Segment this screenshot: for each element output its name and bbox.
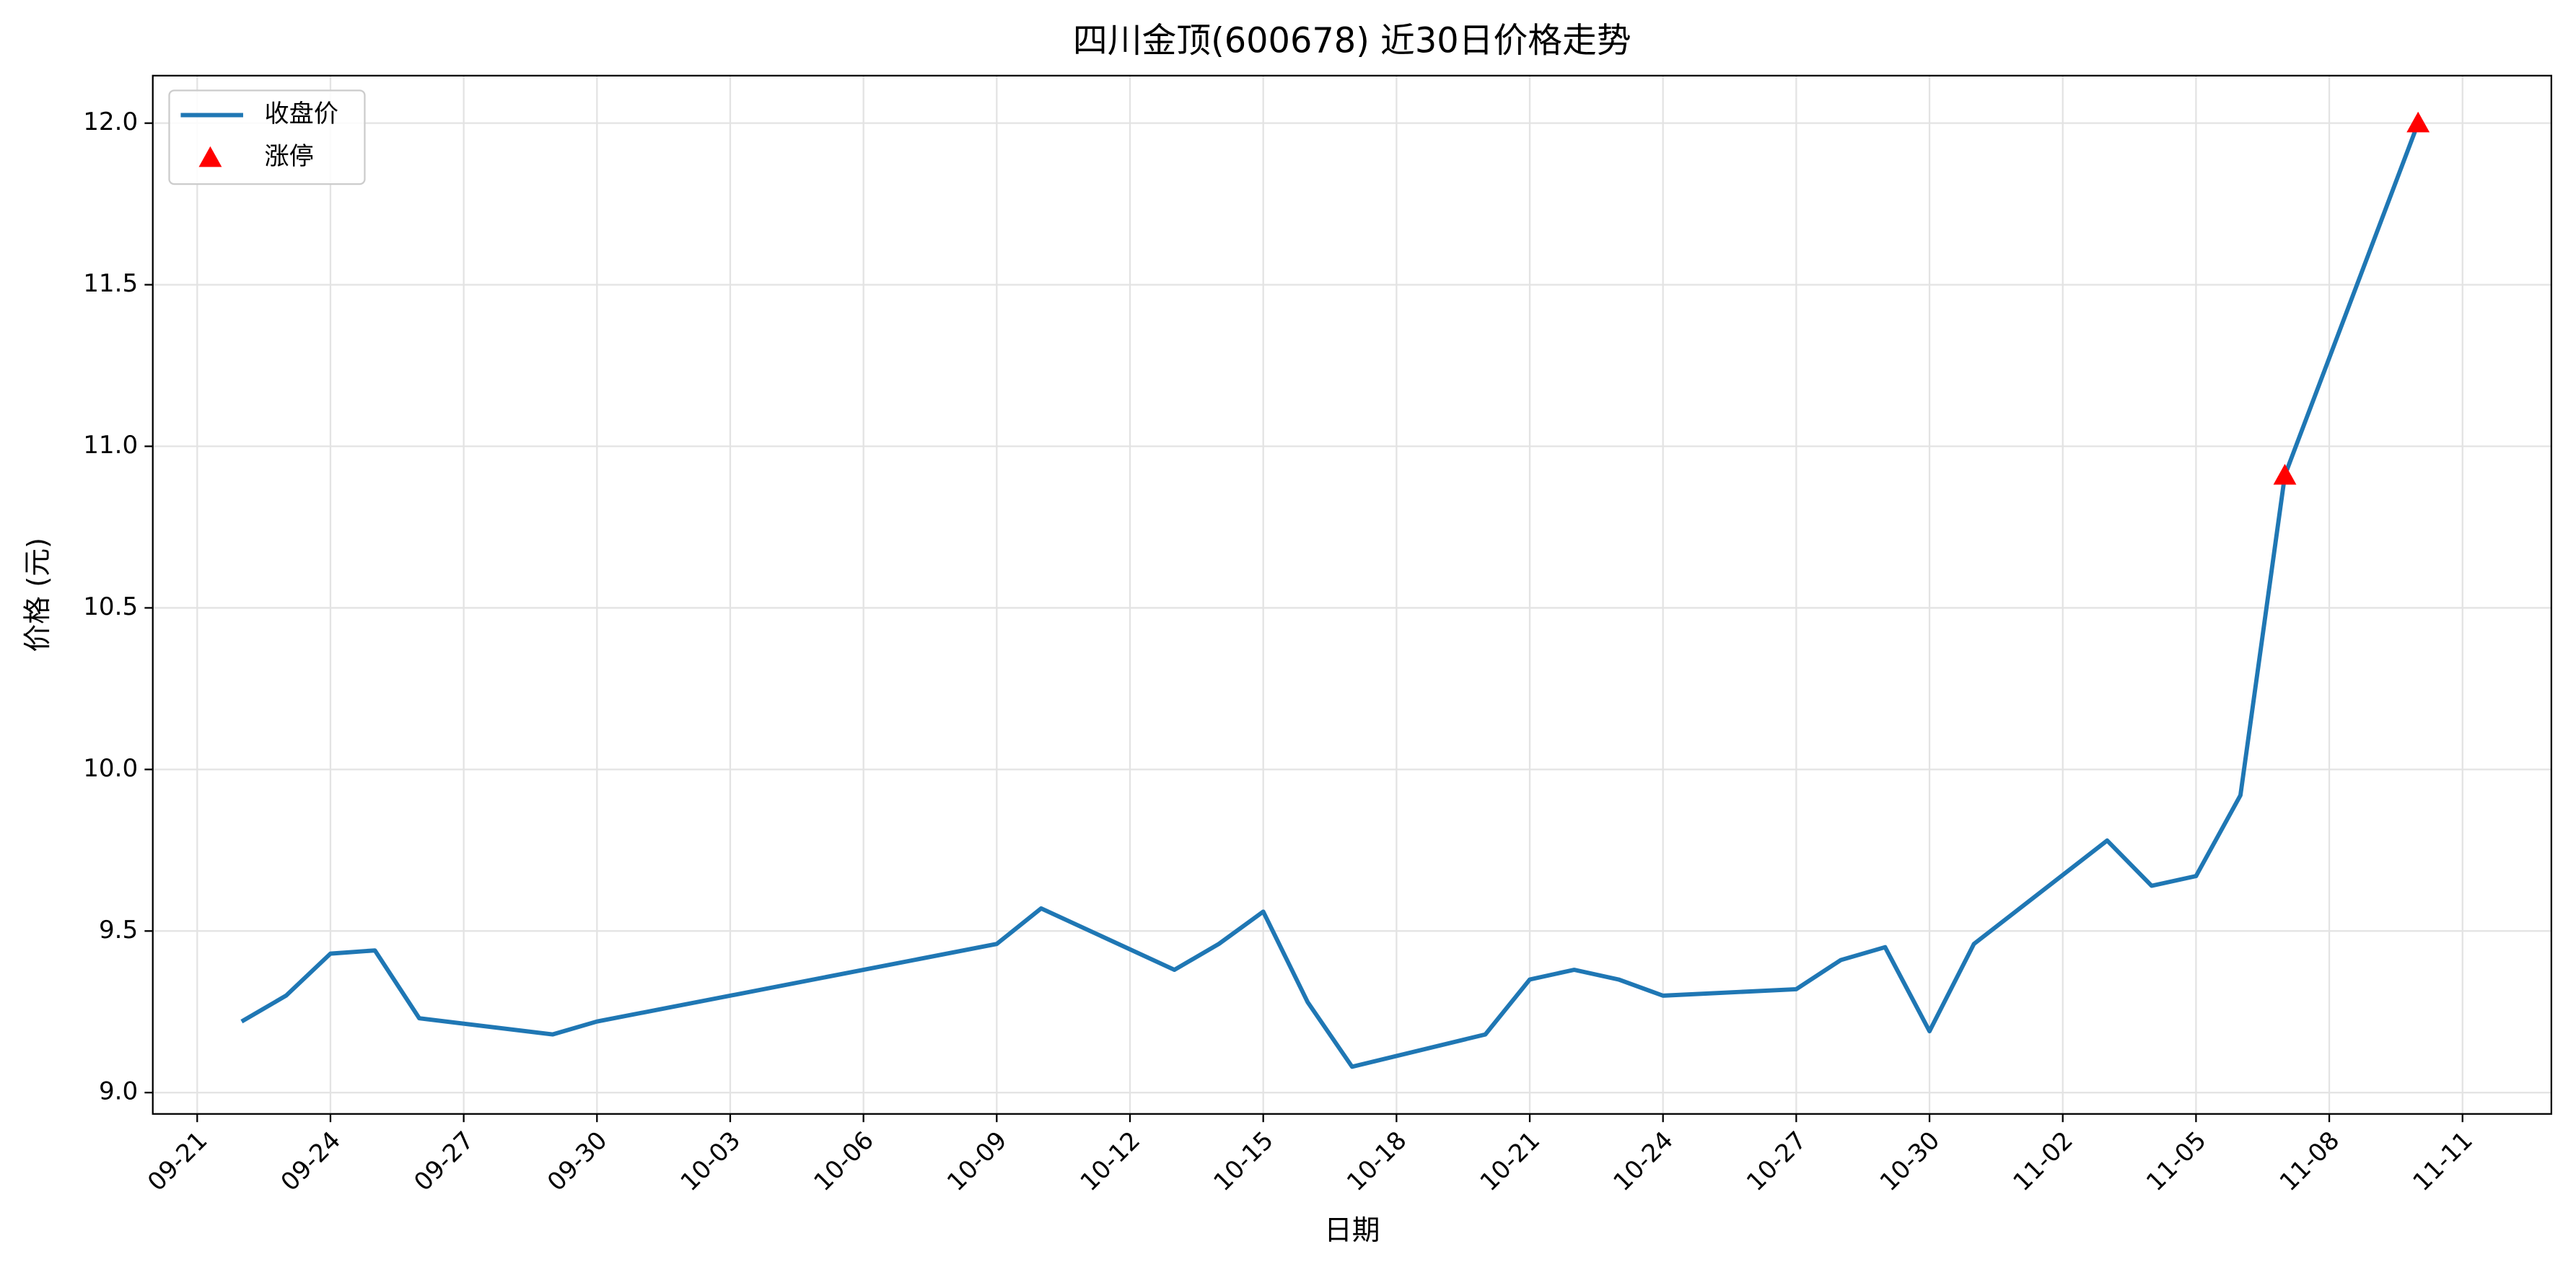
price-line: [240, 122, 2420, 1069]
limit-up-marker: [2406, 111, 2430, 133]
y-tick-label: 12.0: [83, 108, 138, 136]
x-axis-label: 日期: [1324, 1214, 1380, 1247]
chart-title: 四川金顶(600678) 近30日价格走势: [1073, 21, 1631, 61]
legend-label: 收盘价: [265, 100, 338, 128]
legend-label: 涨停: [265, 142, 314, 171]
legend-marker: [198, 146, 222, 167]
limit-up-marker: [2273, 463, 2297, 485]
y-tick-label: 11.0: [83, 431, 138, 460]
y-tick-label: 10.5: [83, 592, 138, 621]
y-axis-label: 价格 (元): [22, 538, 54, 652]
y-tick-label: 10.0: [83, 754, 138, 783]
y-tick-label: 9.5: [99, 916, 138, 945]
y-tick-label: 11.5: [83, 269, 138, 298]
y-tick-label: 9.0: [99, 1077, 138, 1106]
plot-frame: [152, 74, 2552, 1115]
